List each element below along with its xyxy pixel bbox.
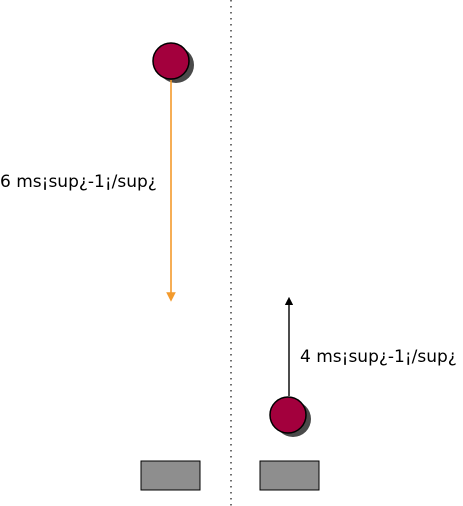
right-panel: 4 ms¡sup¿-1¡/sup¿: [260, 301, 457, 490]
right-velocity-label: 4 ms¡sup¿-1¡/sup¿: [300, 347, 457, 367]
left-velocity-label: 6 ms¡sup¿-1¡/sup¿: [0, 172, 157, 192]
right-ball: [270, 397, 306, 433]
left-block: [141, 461, 200, 490]
left-panel: 6 ms¡sup¿-1¡/sup¿: [0, 43, 200, 490]
right-block: [260, 461, 319, 490]
left-ball: [153, 43, 189, 79]
